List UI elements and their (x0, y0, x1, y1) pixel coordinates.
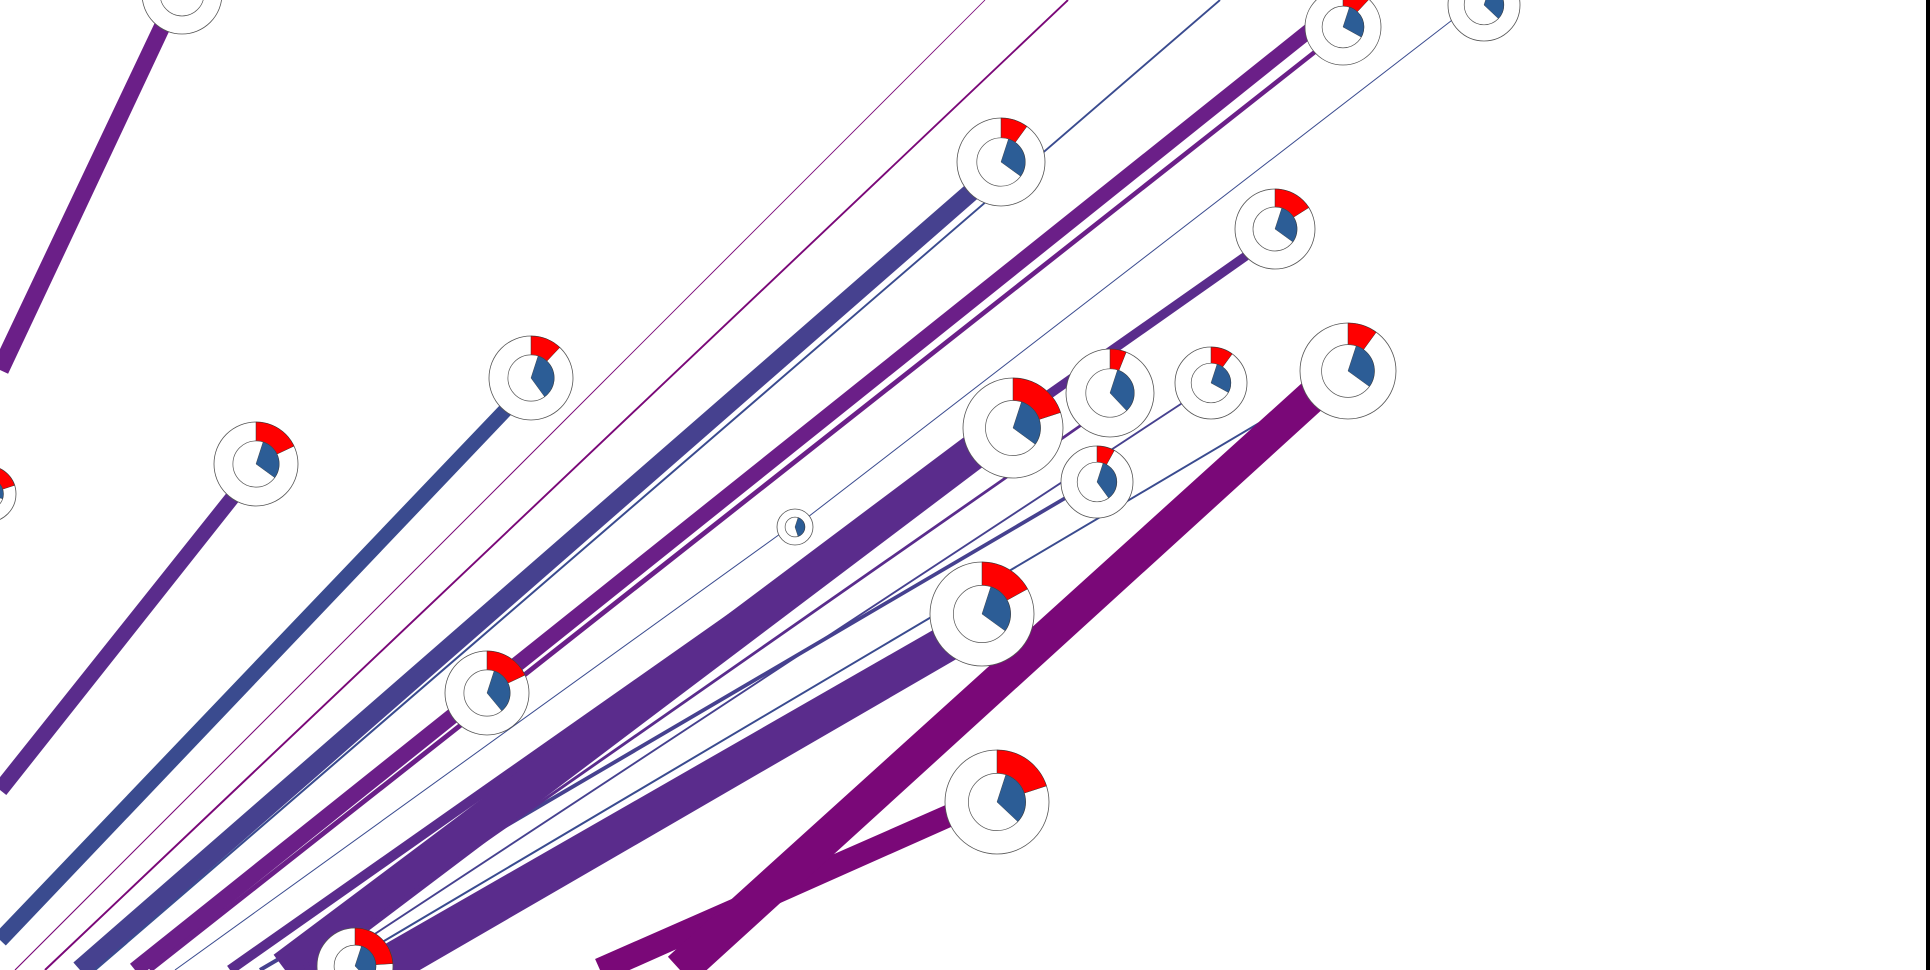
node-n-blue-wedge (1210, 363, 1231, 393)
node-d-blue-wedge (530, 355, 555, 397)
node-b-blue-wedge (0, 484, 4, 500)
node-m-blue-wedge (1012, 401, 1041, 445)
node-d-glyph[interactable] (488, 335, 574, 421)
node-j-blue-wedge (486, 670, 511, 712)
node-o-glyph[interactable] (1299, 322, 1397, 420)
node-m-glyph[interactable] (962, 377, 1064, 479)
flow-14-band (299, 410, 1101, 970)
node-i-blue-wedge (1274, 207, 1298, 243)
flow-7-band (94, 0, 1221, 970)
node-a-inner-ring (160, 0, 204, 17)
node-c-blue-wedge (255, 441, 280, 478)
right-edge-bar (1926, 0, 1930, 970)
node-f-glyph[interactable] (1304, 0, 1382, 66)
flow-10-band (174, 533, 781, 970)
node-r-blue-wedge (354, 945, 377, 970)
node-j-glyph[interactable] (444, 650, 530, 736)
node-k-blue-wedge (1096, 462, 1117, 499)
flow-16-band (334, 383, 1326, 970)
node-l-glyph[interactable] (1065, 348, 1155, 438)
node-h-glyph[interactable] (776, 508, 814, 546)
flows-layer (0, 0, 1461, 970)
flow-2-band (0, 483, 246, 795)
flow-4-band (14, 0, 986, 970)
node-p-blue-wedge (981, 586, 1011, 632)
node-a-outer-ring (142, 0, 222, 35)
node-n-glyph[interactable] (1174, 346, 1248, 420)
flow-17-band (370, 614, 980, 970)
node-e-blue-wedge (1000, 138, 1026, 177)
node-b-red-wedge (0, 468, 15, 491)
flow-15-band (319, 397, 1191, 970)
node-f-blue-wedge (1342, 6, 1365, 38)
node-c-glyph[interactable] (213, 421, 299, 507)
node-g-blue-wedge (1483, 0, 1504, 19)
flow-13-band (273, 418, 1011, 970)
flow-9-band (148, 38, 1332, 970)
node-h-blue-wedge (794, 517, 806, 537)
flow-6-band (73, 173, 992, 970)
node-q-glyph[interactable] (944, 749, 1050, 855)
nodes-layer (0, 0, 1521, 970)
flow-8-band (130, 24, 1315, 970)
node-l-blue-wedge (1109, 369, 1135, 411)
flow-19-band (667, 367, 1342, 970)
flow-1-band (0, 6, 178, 374)
flow-3-band (0, 394, 521, 946)
node-k-glyph[interactable] (1060, 445, 1134, 519)
node-e-glyph[interactable] (956, 117, 1046, 207)
node-g-glyph[interactable] (1447, 0, 1521, 42)
node-p-glyph[interactable] (929, 561, 1035, 667)
node-q-blue-wedge (996, 774, 1026, 822)
node-i-glyph[interactable] (1234, 188, 1316, 270)
flow-5-band (44, 0, 1069, 970)
node-a-glyph[interactable] (142, 0, 222, 35)
node-b-glyph[interactable] (0, 466, 17, 522)
node-r-glyph[interactable] (316, 927, 394, 970)
flow-20-band (794, 13, 1461, 528)
node-o-blue-wedge (1347, 345, 1375, 387)
